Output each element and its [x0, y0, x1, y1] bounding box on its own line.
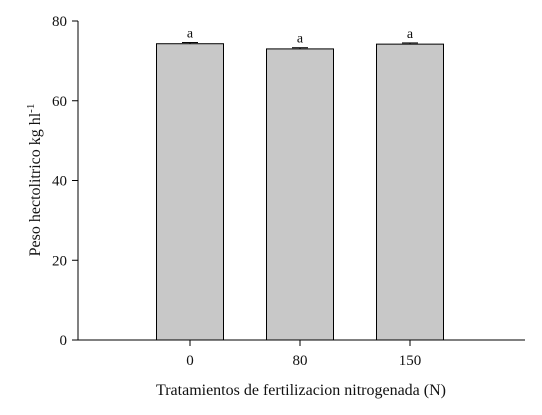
y-axis-title: Peso hectolitrico kg hl-1 [25, 104, 44, 257]
y-tick-label-80: 80 [52, 14, 67, 30]
bar-80 [266, 48, 334, 341]
y-axis-title-superscript: -1 [25, 104, 37, 113]
x-axis-title: Tratamientos de fertilizacion nitrogenad… [156, 382, 446, 399]
significance-letter-0: a [187, 27, 194, 42]
significance-letter-150: a [407, 27, 414, 42]
x-tick-label-80: 80 [293, 353, 308, 369]
y-tick-label-0: 0 [60, 333, 68, 349]
y-axis-title-main: Peso hectolitrico kg hl [27, 112, 44, 256]
x-tick-label-0: 0 [186, 353, 194, 369]
bar-0 [156, 43, 224, 341]
significance-letter-80: a [297, 32, 304, 47]
bar-150 [376, 43, 444, 341]
y-tick-label-20: 20 [52, 253, 67, 269]
x-tick-label-150: 150 [399, 353, 422, 369]
error-bar-0 [182, 42, 198, 44]
y-axis: 0 20 40 60 80 [52, 14, 79, 349]
y-tick-label-40: 40 [52, 174, 67, 190]
x-axis: 0 80 150 [78, 339, 525, 369]
error-bar-150 [402, 42, 418, 45]
error-bar-80 [292, 47, 308, 49]
y-tick-label-60: 60 [52, 94, 67, 110]
